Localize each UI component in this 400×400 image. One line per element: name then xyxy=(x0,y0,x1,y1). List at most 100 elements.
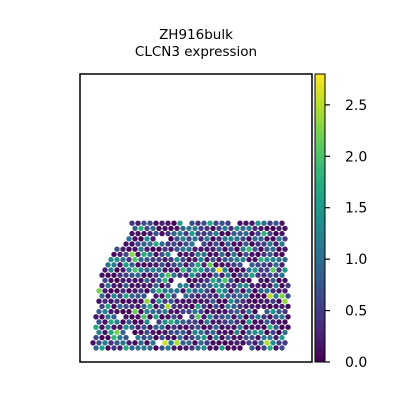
expression-spot xyxy=(255,220,261,226)
expression-spot xyxy=(201,220,207,226)
expression-spot xyxy=(126,277,132,284)
expression-spot xyxy=(108,288,114,294)
expression-spot xyxy=(141,220,147,226)
expression-spot xyxy=(99,303,105,310)
expression-spot xyxy=(222,340,228,346)
expression-spot xyxy=(186,236,192,242)
expression-spot xyxy=(114,319,120,325)
expression-spot xyxy=(135,241,141,247)
expression-spot xyxy=(195,251,201,258)
expression-spot xyxy=(273,262,279,268)
expression-spot xyxy=(135,324,141,330)
expression-spot xyxy=(117,272,123,278)
expression-spot xyxy=(204,298,210,304)
expression-spot xyxy=(207,282,213,289)
expression-spot xyxy=(207,272,213,278)
expression-spot xyxy=(201,334,207,341)
expression-spot xyxy=(285,324,291,330)
expression-spot xyxy=(243,272,249,278)
expression-spot xyxy=(165,293,171,299)
expression-spot xyxy=(168,267,174,273)
expression-spot xyxy=(129,345,135,351)
expression-spot xyxy=(261,324,267,330)
expression-spot xyxy=(213,251,219,258)
expression-spot xyxy=(168,298,174,304)
expression-spot xyxy=(273,334,279,341)
expression-spot xyxy=(102,298,108,304)
expression-spot xyxy=(171,303,177,310)
expression-spot xyxy=(144,225,150,232)
expression-spot xyxy=(177,230,183,237)
expression-spot xyxy=(252,225,258,232)
expression-spot xyxy=(279,314,285,320)
expression-spot xyxy=(165,324,171,330)
expression-spot xyxy=(231,282,237,289)
expression-spot xyxy=(201,262,207,268)
expression-spot xyxy=(219,324,225,330)
expression-spot xyxy=(90,340,96,346)
expression-spot xyxy=(222,288,228,294)
expression-spot xyxy=(195,293,201,299)
expression-spot xyxy=(123,303,129,310)
expression-spot xyxy=(159,220,165,226)
expression-spot xyxy=(222,329,228,336)
expression-spot xyxy=(201,345,207,351)
expression-spot xyxy=(282,340,288,346)
expression-spot xyxy=(144,298,150,304)
expression-spot xyxy=(264,277,270,284)
expression-spot xyxy=(234,298,240,304)
expression-spot xyxy=(138,298,144,304)
expression-spot xyxy=(153,241,159,247)
colorbar-tick-label: 0.5 xyxy=(345,304,367,320)
expression-spot xyxy=(99,324,105,330)
expression-spot xyxy=(174,288,180,294)
expression-spot xyxy=(144,236,150,242)
expression-spot xyxy=(165,251,171,258)
expression-spot xyxy=(195,262,201,268)
expression-spot xyxy=(267,230,273,237)
expression-spot xyxy=(129,303,135,310)
expression-spot xyxy=(156,298,162,304)
colorbar-tick-label: 1.0 xyxy=(345,252,367,268)
expression-spot xyxy=(267,220,273,226)
expression-spot xyxy=(144,246,150,252)
expression-spot xyxy=(129,314,135,320)
expression-spot xyxy=(231,345,237,351)
expression-spot xyxy=(195,324,201,330)
expression-spot xyxy=(120,256,126,263)
expression-spot xyxy=(210,277,216,284)
expression-spot xyxy=(177,314,183,320)
expression-spot xyxy=(270,298,276,304)
expression-spot xyxy=(225,241,231,247)
expression-spot xyxy=(240,236,246,242)
expression-spot xyxy=(249,345,255,351)
expression-spot xyxy=(258,277,264,284)
expression-spot xyxy=(180,256,186,263)
expression-spot xyxy=(243,220,249,226)
expression-spot xyxy=(213,314,219,320)
expression-spot xyxy=(192,329,198,336)
expression-spot xyxy=(99,314,105,320)
expression-spot xyxy=(114,277,120,284)
expression-spot xyxy=(261,251,267,258)
expression-spot xyxy=(207,241,213,247)
expression-spot xyxy=(228,267,234,273)
expression-spot xyxy=(168,277,174,284)
expression-spot xyxy=(174,298,180,304)
expression-spot xyxy=(234,256,240,263)
expression-spot xyxy=(177,241,183,247)
expression-spot xyxy=(219,334,225,341)
expression-spot xyxy=(243,324,249,330)
expression-spot xyxy=(276,246,282,252)
expression-spot xyxy=(156,256,162,263)
expression-spot xyxy=(132,308,138,315)
expression-spot xyxy=(261,334,267,341)
expression-spot xyxy=(279,272,285,278)
expression-spot xyxy=(240,277,246,284)
expression-spot xyxy=(108,329,114,336)
expression-spot xyxy=(174,308,180,315)
expression-spot xyxy=(183,251,189,258)
expression-spot xyxy=(243,314,249,320)
expression-spot xyxy=(195,334,201,341)
expression-spot xyxy=(168,288,174,294)
